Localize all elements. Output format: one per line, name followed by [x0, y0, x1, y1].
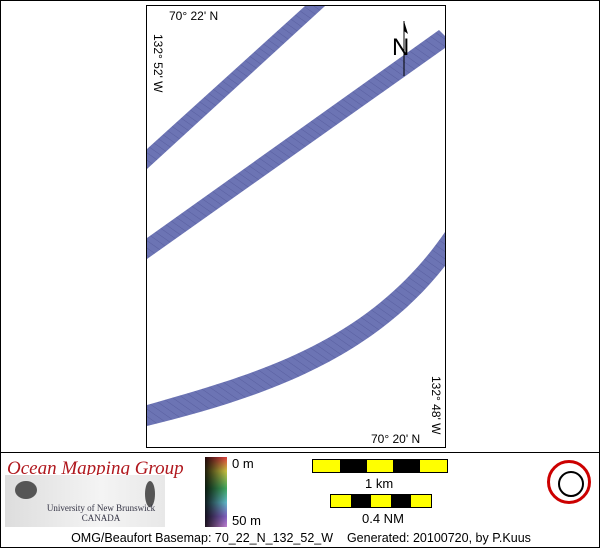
depth-top-label: 0 m — [232, 456, 254, 471]
depth-bottom-label: 50 m — [232, 513, 261, 528]
left-longitude-label: 132° 52' W — [151, 34, 165, 93]
divider — [1, 452, 599, 453]
footer: OMG/Beaufort Basemap: 70_22_N_132_52_W G… — [1, 531, 599, 545]
unb-geodesy-logo — [547, 460, 591, 504]
scale-nm-label: 0.4 NM — [362, 511, 404, 526]
depth-colorbar — [205, 457, 227, 527]
map-frame: 70° 22' N 132° 52' W 70° 20' N 132° 48' … — [146, 5, 446, 448]
generated-info: Generated: 20100720, by P.Kuus — [346, 531, 531, 545]
bathymetry-swaths — [147, 6, 445, 426]
org-title: Ocean Mapping Group — [7, 458, 184, 479]
scale-bar-nm — [330, 494, 432, 508]
north-label: N — [392, 34, 410, 61]
bottom-latitude-label: 70° 20' N — [371, 432, 421, 446]
swath-2 — [147, 30, 445, 259]
swath-3 — [147, 232, 445, 426]
north-arrow-icon — [403, 21, 408, 76]
university-name: University of New Brunswick — [46, 503, 156, 513]
basemap-id: OMG/Beaufort Basemap: 70_22_N_132_52_W — [71, 531, 334, 545]
right-longitude-label: 132° 48' W — [429, 376, 443, 435]
scale-bar-km — [312, 459, 448, 473]
university-text: University of New Brunswick CANADA — [41, 503, 161, 523]
omg-logo-image — [5, 475, 165, 527]
scale-km-label: 1 km — [365, 476, 394, 491]
country-name: CANADA — [81, 513, 121, 523]
swath-1 — [147, 6, 325, 169]
top-latitude-label: 70° 22' N — [169, 9, 219, 23]
